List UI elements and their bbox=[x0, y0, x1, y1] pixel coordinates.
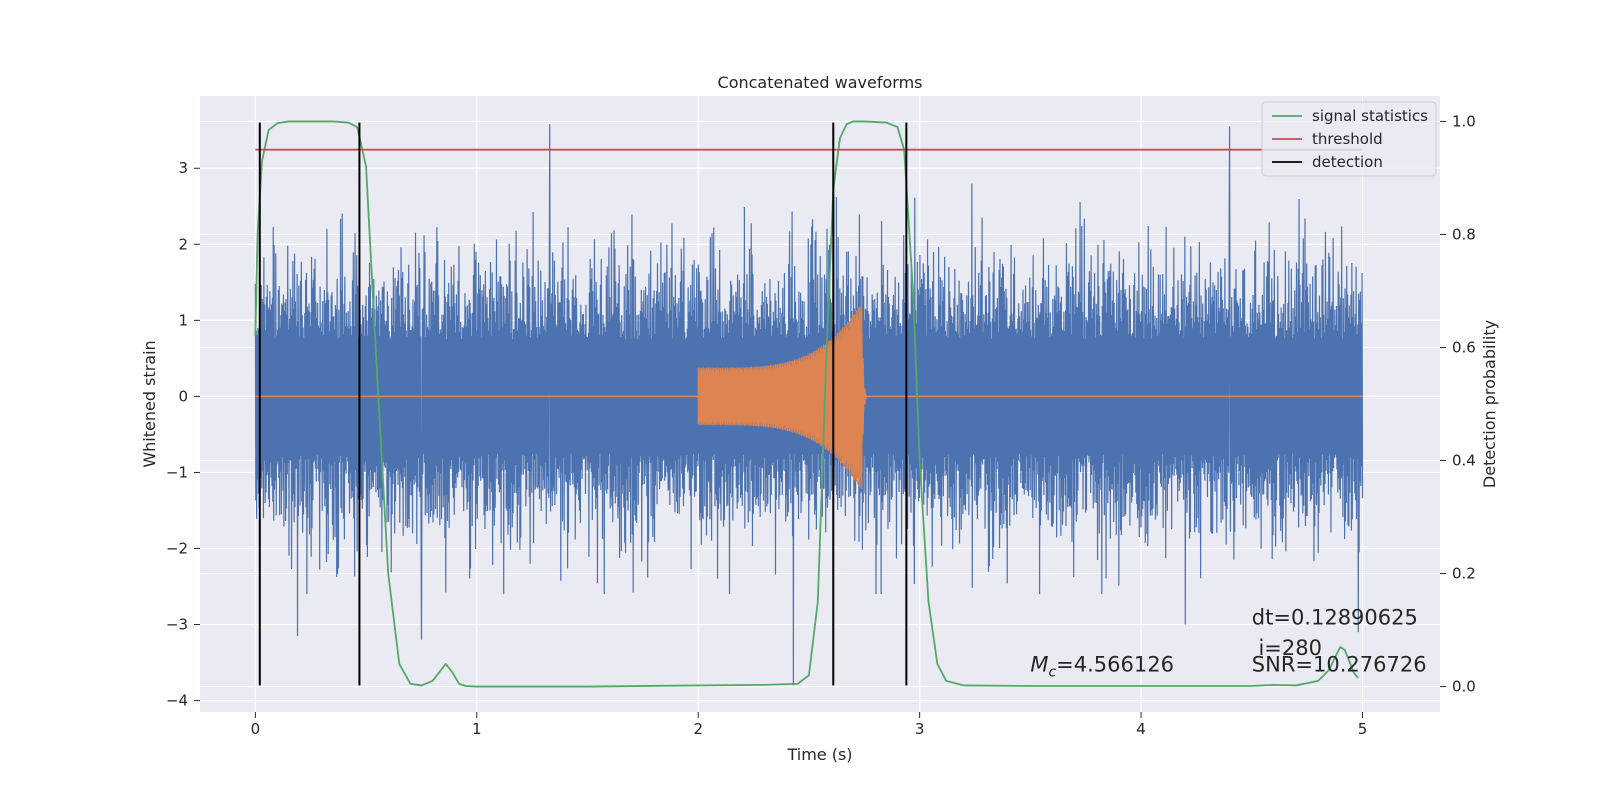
data-layer bbox=[254, 120, 1364, 688]
annotation-text: Mc=4.566126 bbox=[1030, 653, 1174, 681]
y2-tick-label: 0.4 bbox=[1452, 452, 1476, 470]
legend: signal statistics threshold detection bbox=[1261, 101, 1437, 177]
y-tick-label: −4 bbox=[166, 692, 188, 710]
y-tick-label: −2 bbox=[166, 539, 188, 557]
y-tick-label: 2 bbox=[178, 235, 188, 253]
legend-label-signal-statistics: signal statistics bbox=[1312, 107, 1428, 125]
y-tick-label: −3 bbox=[166, 616, 188, 634]
x-tick-label: 5 bbox=[1358, 720, 1368, 738]
y-tick-label: 1 bbox=[178, 311, 188, 329]
annotation-text: i=280 bbox=[1252, 636, 1322, 660]
series-injected-waveform-line bbox=[697, 302, 868, 489]
legend-box bbox=[1261, 101, 1437, 177]
axes: 0 1 2 3 4 5 −4 −3 −2 −1 0 1 2 3 0.0 0.2 0.4 0.6 0.8 1.0 bbox=[166, 112, 1476, 738]
legend-label-detection: detection bbox=[1312, 153, 1383, 171]
y2-tick-label: 0.2 bbox=[1452, 565, 1476, 583]
chart-title: Concatenated waveforms bbox=[718, 73, 923, 92]
y2-tick-label: 0.8 bbox=[1452, 225, 1476, 243]
y-axis-label: Whitened strain bbox=[140, 340, 159, 467]
y-tick-label: 3 bbox=[178, 159, 188, 177]
x-tick-label: 3 bbox=[915, 720, 925, 738]
x-tick-label: 2 bbox=[693, 720, 703, 738]
x-axis-label: Time (s) bbox=[786, 745, 852, 764]
y-tick-label: −1 bbox=[166, 463, 188, 481]
x-tick-label: 1 bbox=[472, 720, 482, 738]
legend-label-threshold: threshold bbox=[1312, 130, 1383, 148]
annotations: Mc=4.566126 dt=0.12890625 i=280SNR=10.276… bbox=[1030, 606, 1426, 681]
annotation-text: dt=0.12890625 bbox=[1252, 606, 1418, 630]
y2-axis-label: Detection probability bbox=[1480, 320, 1499, 488]
y2-tick-label: 0.6 bbox=[1452, 338, 1476, 356]
annotation-text: SNR=10.276726 bbox=[1252, 653, 1427, 677]
y2-tick-label: 1.0 bbox=[1452, 112, 1476, 130]
y-tick-label: 0 bbox=[178, 387, 188, 405]
x-tick-label: 4 bbox=[1136, 720, 1146, 738]
y2-tick-label: 0.0 bbox=[1452, 678, 1476, 696]
x-tick-label: 0 bbox=[251, 720, 261, 738]
